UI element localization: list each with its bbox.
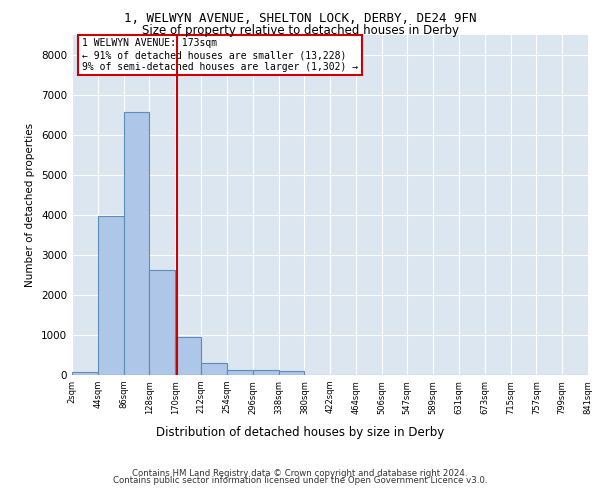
Bar (278, 372, 304, 375)
Bar (72, 372, 98, 375)
Text: Contains public sector information licensed under the Open Government Licence v3: Contains public sector information licen… (113, 476, 487, 485)
Text: 1, WELWYN AVENUE, SHELTON LOCK, DERBY, DE24 9FN: 1, WELWYN AVENUE, SHELTON LOCK, DERBY, D… (124, 12, 476, 26)
Text: Size of property relative to detached houses in Derby: Size of property relative to detached ho… (142, 24, 458, 37)
Bar (227, 370, 253, 375)
Bar (201, 362, 227, 375)
Text: 1 WELWYN AVENUE: 173sqm
← 91% of detached houses are smaller (13,228)
9% of semi: 1 WELWYN AVENUE: 173sqm ← 91% of detache… (82, 38, 358, 72)
Bar (253, 370, 278, 375)
Y-axis label: Number of detached properties: Number of detached properties (25, 123, 35, 287)
Text: Distribution of detached houses by size in Derby: Distribution of detached houses by size … (156, 426, 444, 439)
Bar (98, 216, 124, 375)
Bar (175, 336, 201, 375)
Bar (149, 270, 175, 375)
Text: Contains HM Land Registry data © Crown copyright and database right 2024.: Contains HM Land Registry data © Crown c… (132, 468, 468, 477)
Bar (124, 112, 149, 375)
